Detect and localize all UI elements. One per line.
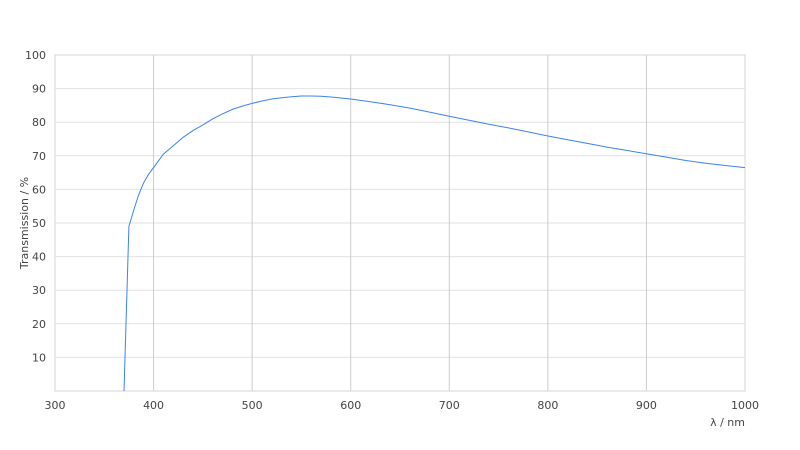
tick-labels: 10 20 30 40 50 60 70 80 90 100 300 400 500 600 700 800 9… <box>25 49 759 412</box>
y-tick-label: 30 <box>32 284 46 297</box>
plot-frame <box>54 54 746 392</box>
y-tick-label: 70 <box>32 150 46 163</box>
x-tick-label: 500 <box>242 399 263 412</box>
y-tick-label: 100 <box>25 49 46 62</box>
y-tick-label: 40 <box>32 251 46 264</box>
y-tick-label: 10 <box>32 351 46 364</box>
x-tick-label: 1000 <box>731 399 759 412</box>
x-tick-label: 400 <box>143 399 164 412</box>
y-axis-label: Transmission / % <box>18 177 31 270</box>
x-tick-label: 900 <box>636 399 657 412</box>
y-tick-label: 60 <box>32 183 46 196</box>
y-tick-label: 90 <box>32 83 46 96</box>
x-tick-label: 800 <box>537 399 558 412</box>
y-tick-label: 50 <box>32 217 46 230</box>
x-tick-label: 700 <box>439 399 460 412</box>
x-axis-label: λ / nm <box>710 416 745 429</box>
x-tick-label: 300 <box>45 399 66 412</box>
y-tick-label: 80 <box>32 116 46 129</box>
x-tick-label: 600 <box>340 399 361 412</box>
grid <box>54 54 746 392</box>
y-tick-label: 20 <box>32 318 46 331</box>
transmission-line <box>123 95 746 392</box>
